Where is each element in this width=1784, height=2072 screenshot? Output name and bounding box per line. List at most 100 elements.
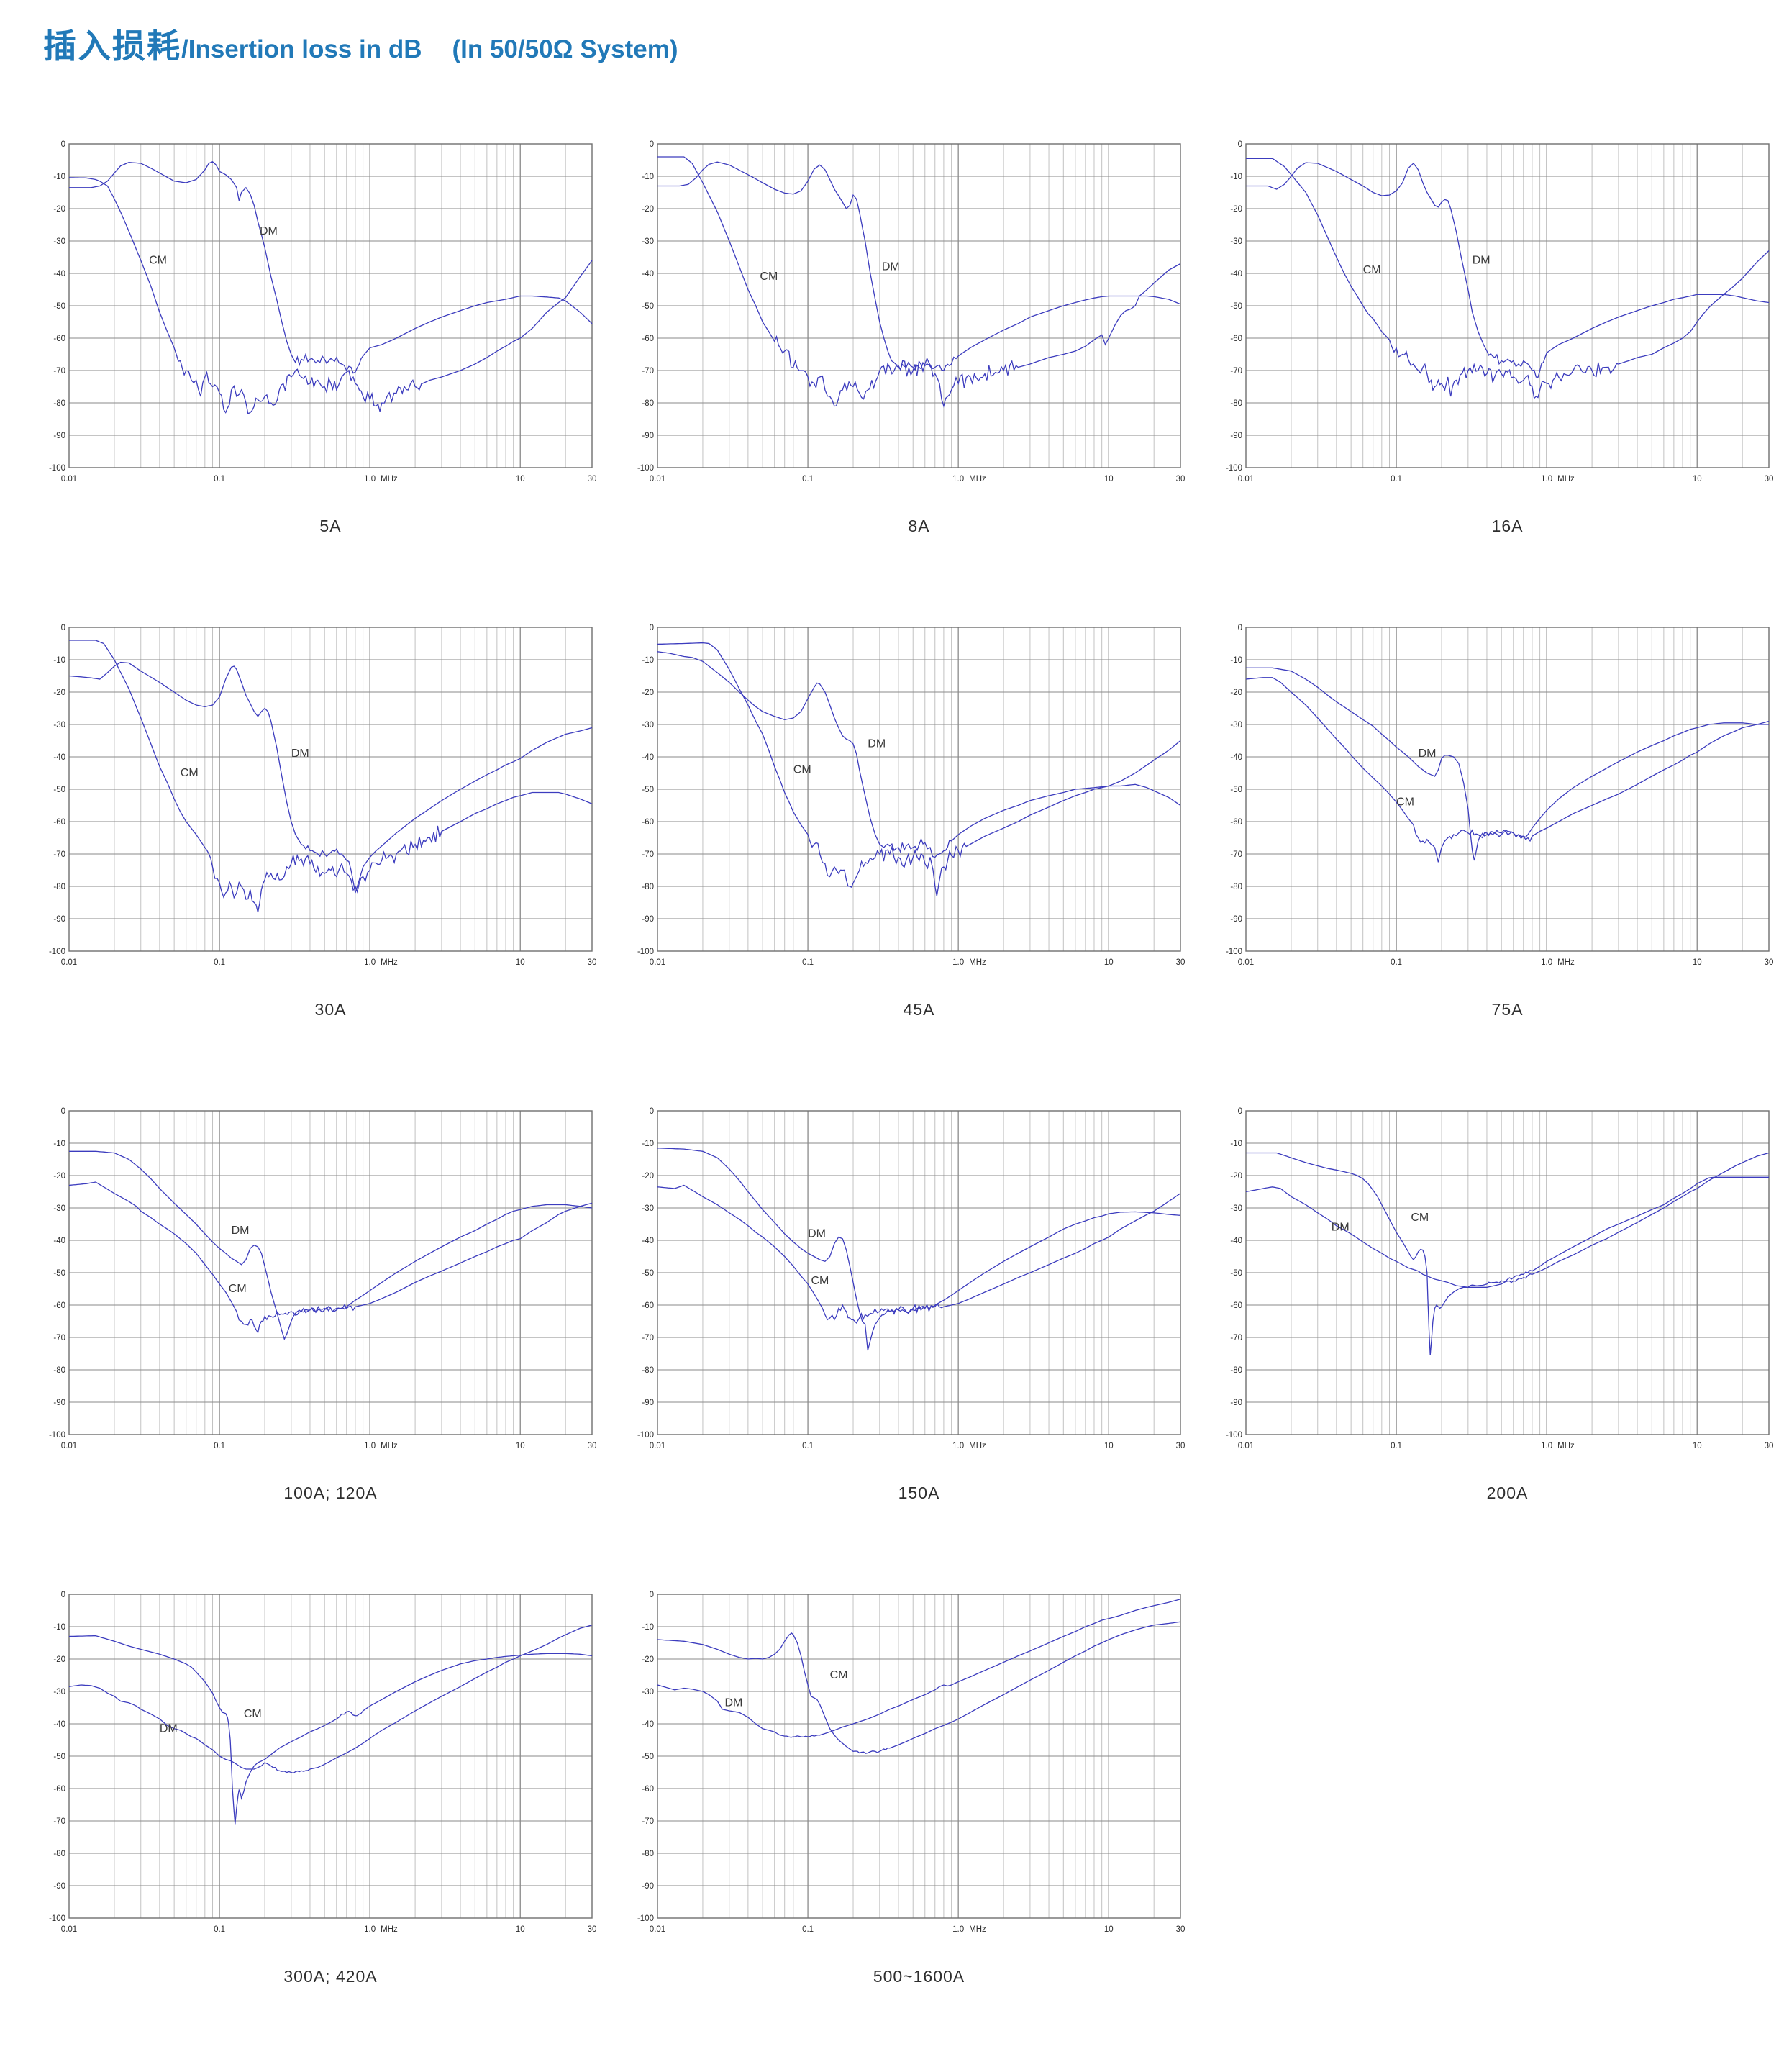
x-tick-label: 10 [516,1925,525,1934]
y-tick-label: -10 [53,1140,65,1148]
x-tick-label: 30 [1765,1442,1774,1450]
y-tick-label: -60 [642,818,654,827]
x-tick-label: 0.01 [1238,958,1254,967]
series-label-dm: DM [160,1722,178,1735]
y-tick-label: -10 [642,1623,654,1632]
series-label-dm: DM [1473,255,1491,267]
x-tick-label: 10 [1104,1442,1114,1450]
y-tick-label: -100 [49,1914,65,1923]
curve-dm [69,1150,593,1341]
y-tick-label: -90 [642,915,654,924]
y-tick-label: -70 [53,850,65,859]
chart-caption: 150A [898,1483,940,1502]
y-tick-label: -60 [642,1301,654,1310]
y-tick-label: -50 [642,1753,654,1761]
curve-dm [1246,162,1770,378]
y-tick-label: -60 [1230,818,1242,827]
y-tick-label: -80 [1230,883,1242,891]
x-axis-unit-label: MHz [1557,1442,1575,1450]
y-tick-label: -100 [49,464,65,473]
y-tick-label: -20 [53,689,65,697]
series-label-dm: DM [1419,748,1437,760]
chart-block-30a: 0 -10 -20 -30 -40 -50 -60 -70 -80 -90 -100 0.01 0.1 1… [43,576,632,1059]
x-axis-unit-label: MHz [381,958,398,967]
x-tick-label: 0.01 [650,475,665,483]
y-tick-label: -50 [1230,786,1242,794]
curve-dm [657,1148,1181,1351]
y-tick-label: -60 [53,818,65,827]
x-tick-label: 10 [1693,475,1702,483]
x-tick-label: 0.1 [802,1442,814,1450]
x-tick-label: 30 [1176,1925,1185,1934]
y-tick-label: -80 [642,1366,654,1375]
y-tick-label: -100 [1226,948,1242,956]
y-tick-label: 0 [650,624,654,632]
series-label-cm: CM [811,1275,829,1287]
x-tick-label: 0.1 [802,1925,814,1934]
y-tick-label: -10 [642,656,654,665]
y-tick-label: -10 [53,656,65,665]
curve-dm [68,1625,593,1774]
y-tick-label: -80 [53,399,65,408]
x-tick-label: 0.1 [214,1925,225,1934]
y-tick-label: -40 [642,753,654,762]
x-tick-label: 10 [1104,475,1114,483]
chart-canvas: 0 -10 -20 -30 -40 -50 -60 -70 -80 -90 -100 0.01 0.1 1… [637,1591,1185,1934]
y-tick-label: -50 [1230,302,1242,311]
chart-caption: 100A; 120A [283,1483,378,1502]
chart-canvas: 0 -10 -20 -30 -40 -50 -60 -70 -80 -90 -100 0.01 0.1 1… [637,140,1185,483]
curve-cm [1246,158,1770,399]
series-label-dm: DM [882,261,900,273]
x-tick-label: 0.1 [1391,1442,1402,1450]
page-title-chinese: 插入损耗 [43,27,181,65]
y-tick-label: -90 [53,1882,65,1891]
y-tick-label: 0 [650,1591,654,1599]
chart-caption: 5A [319,517,342,535]
series-label-dm: DM [1332,1222,1350,1234]
y-tick-label: -70 [53,367,65,376]
y-tick-label: -50 [642,786,654,794]
y-tick-label: -70 [642,1817,654,1826]
page-title-system-note: (In 50/50Ω System) [452,35,678,63]
y-tick-label: -70 [642,1334,654,1342]
y-tick-label: -40 [642,1237,654,1245]
y-tick-label: -20 [53,205,65,214]
y-tick-label: -20 [1230,205,1242,214]
curve-cm [1245,677,1770,863]
series-label-cm: CM [793,764,811,776]
curve-cm [68,1635,593,1825]
x-axis-unit-label: MHz [1557,958,1575,967]
y-tick-label: -70 [1230,850,1242,859]
x-tick-label: 30 [1176,475,1185,483]
chart-block-100a-120a: 0 -10 -20 -30 -40 -50 -60 -70 -80 -90 -100 0.01 0.1 1… [43,1059,632,1542]
curve-cm [657,1621,1181,1754]
chart-caption: 30A [314,1000,347,1019]
y-tick-label: -100 [49,948,65,956]
y-tick-label: -100 [637,464,654,473]
page-title: 插入损耗/Insertion loss in dB (In 50/50Ω Syst… [43,20,1784,68]
x-tick-label: 0.01 [61,958,77,967]
y-tick-label: -10 [642,1140,654,1148]
x-tick-label: 0.1 [214,475,225,483]
x-tick-label: 10 [516,1442,525,1450]
y-tick-label: -60 [1230,1301,1242,1310]
chart-block-75a: 0 -10 -20 -30 -40 -50 -60 -70 -80 -90 -100 0.01 0.1 1… [1220,576,1784,1059]
y-tick-label: -10 [53,1623,65,1632]
y-tick-label: -50 [53,302,65,311]
y-tick-label: -50 [642,302,654,311]
x-tick-label: 0.01 [1238,475,1254,483]
curve-dm [657,651,1181,858]
y-tick-label: -70 [1230,367,1242,376]
y-tick-label: -20 [642,1655,654,1664]
x-tick-label: 0.1 [1391,475,1402,483]
curve-dm [1246,667,1769,861]
chart-caption: 45A [903,1000,935,1019]
curve-dm [1245,1152,1770,1288]
x-tick-label: 0.01 [61,1442,77,1450]
series-label-dm: DM [724,1696,742,1709]
y-tick-label: -30 [1230,721,1242,730]
x-tick-label: 1.0 [364,1442,376,1450]
curve-cm [657,1184,1181,1324]
y-tick-label: -90 [642,1399,654,1407]
page-title-english: /Insertion loss in dB [181,35,422,63]
